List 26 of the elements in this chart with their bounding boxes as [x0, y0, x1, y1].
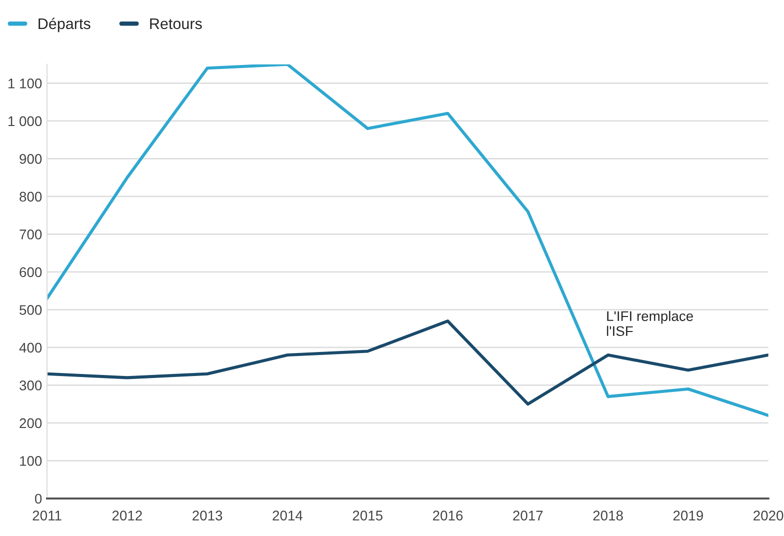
y-tick-label: 900 [20, 154, 42, 164]
y-tick-label: 1 000 [8, 116, 42, 126]
x-tick-label: 2012 [112, 510, 142, 520]
legend-label: Retours [150, 18, 202, 30]
x-tick-label: 2016 [433, 510, 463, 520]
x-tick-label: 2019 [673, 510, 703, 520]
y-tick-label: 600 [20, 267, 42, 278]
y-tick-label: 200 [20, 418, 42, 428]
y-tick-label: 400 [19, 342, 42, 353]
y-tick-label: 1 100 [8, 78, 42, 88]
legend-label: Départs [38, 18, 90, 32]
x-tick-label: 2017 [513, 510, 543, 520]
x-tick-label: 2013 [192, 510, 222, 520]
annotation: L'IFI remplace l'ISF [606, 310, 693, 336]
x-tick-label: 2011 [32, 510, 62, 520]
y-tick-label: 0 [35, 494, 42, 504]
x-tick-label: 2014 [272, 510, 303, 520]
line-series [47, 64, 768, 417]
x-tick-label: 2015 [352, 510, 382, 520]
x-tick-label: 2018 [593, 510, 623, 520]
y-tick-label: 300 [20, 380, 42, 390]
x-tick-label: 2020 [754, 510, 784, 520]
y-tick-label: 700 [20, 230, 42, 240]
y-tick-label: 100 [20, 456, 42, 466]
y-tick-label: 500 [20, 305, 42, 315]
y-tick-label: 800 [20, 192, 42, 202]
